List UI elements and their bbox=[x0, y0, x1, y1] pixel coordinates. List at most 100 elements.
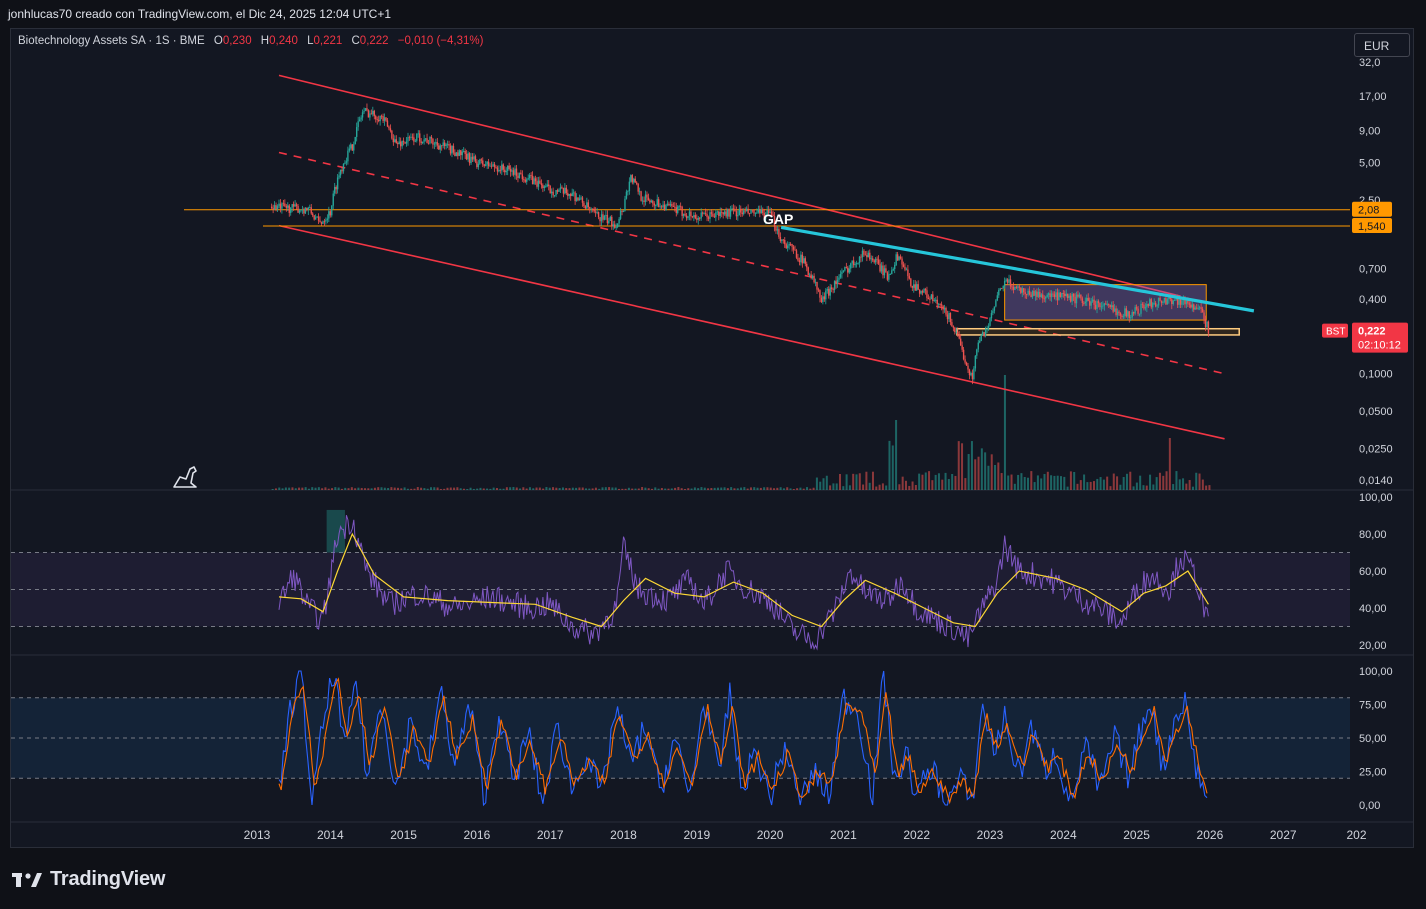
candle-body bbox=[421, 141, 424, 144]
candle-body bbox=[927, 297, 930, 300]
time-axis-label: 2022 bbox=[903, 828, 930, 842]
volume-bar bbox=[1155, 477, 1158, 490]
volume-bar bbox=[512, 487, 515, 490]
volume-bar bbox=[1063, 476, 1066, 490]
volume-bar bbox=[1122, 477, 1125, 490]
rsi-line bbox=[278, 514, 1209, 651]
volume-bar bbox=[937, 473, 940, 490]
volume-bar bbox=[634, 488, 637, 490]
symbol-name[interactable]: Biotechnology Assets SA · 1S · BME bbox=[18, 35, 205, 47]
candle-body bbox=[473, 156, 475, 160]
candle-body bbox=[722, 212, 724, 215]
volume-bar bbox=[380, 487, 383, 490]
candle-body bbox=[606, 214, 609, 224]
candle-body bbox=[465, 153, 468, 160]
candle-body bbox=[765, 215, 767, 220]
tradingview-logo[interactable]: TradingView bbox=[12, 868, 165, 891]
candle-body bbox=[416, 134, 418, 141]
volume-bar bbox=[1003, 375, 1006, 490]
candle-body bbox=[999, 288, 1001, 290]
candle-body bbox=[325, 219, 327, 222]
candle-body bbox=[339, 169, 342, 176]
volume-bar bbox=[1066, 486, 1069, 490]
candle-body bbox=[1171, 299, 1173, 305]
candle-body bbox=[464, 151, 466, 154]
candle-body bbox=[442, 142, 444, 146]
volume-bar bbox=[812, 487, 815, 490]
candle-body bbox=[476, 161, 478, 168]
candle-body bbox=[816, 281, 818, 290]
volume-bar bbox=[1165, 471, 1168, 490]
volume-bar bbox=[868, 482, 871, 490]
volume-bar bbox=[1185, 483, 1188, 490]
candle-body bbox=[983, 332, 985, 336]
candle-body bbox=[631, 175, 633, 183]
volume-bar bbox=[700, 487, 703, 490]
volume-bar bbox=[311, 487, 314, 490]
volume-bar bbox=[284, 487, 287, 490]
candle-body bbox=[935, 299, 937, 301]
volume-bar bbox=[469, 487, 472, 490]
candle-body bbox=[961, 345, 963, 350]
rsi-axis-label: 80,00 bbox=[1359, 529, 1387, 541]
candle-body bbox=[383, 117, 386, 121]
candle-body bbox=[493, 164, 496, 167]
candle-body bbox=[1033, 290, 1035, 296]
time-axis-label: 2017 bbox=[537, 828, 564, 842]
candle-body bbox=[602, 214, 604, 220]
volume-bar bbox=[660, 487, 663, 490]
volume-bar bbox=[1145, 485, 1148, 490]
volume-bar bbox=[1017, 474, 1020, 490]
candle-body bbox=[509, 168, 512, 172]
volume-bar bbox=[881, 483, 884, 490]
volume-bar bbox=[357, 487, 360, 490]
volume-bar bbox=[862, 484, 865, 490]
candle-body bbox=[1068, 295, 1070, 298]
channel-lower-line bbox=[278, 224, 1225, 440]
volume-bar bbox=[433, 487, 436, 490]
candle-body bbox=[842, 270, 845, 272]
candle-body bbox=[964, 359, 966, 363]
candle-body bbox=[940, 304, 943, 306]
currency-button[interactable]: EUR bbox=[1354, 33, 1410, 57]
candle-body bbox=[331, 205, 333, 216]
candle-body bbox=[747, 208, 749, 214]
candle-body bbox=[417, 133, 419, 135]
candle-body bbox=[904, 266, 906, 270]
candle-body bbox=[657, 199, 660, 207]
volume-bar bbox=[456, 487, 459, 490]
candle-body bbox=[1108, 304, 1110, 306]
tradingview-brand: TradingView bbox=[50, 868, 166, 890]
candle-body bbox=[1028, 290, 1031, 295]
candle-body bbox=[1012, 286, 1015, 290]
candle-body bbox=[794, 249, 796, 251]
candle-body bbox=[350, 144, 352, 149]
candle-body bbox=[451, 145, 453, 154]
volume-bar bbox=[901, 476, 904, 490]
candle-body bbox=[820, 297, 823, 303]
candle-body bbox=[850, 263, 852, 269]
volume-bar bbox=[1086, 482, 1089, 490]
candle-body bbox=[1006, 279, 1009, 283]
volume-bar bbox=[406, 488, 409, 490]
candle-body bbox=[910, 278, 912, 287]
candle-body bbox=[518, 172, 521, 178]
candle-body bbox=[1168, 297, 1170, 300]
volume-bar bbox=[1139, 475, 1142, 490]
stoch-axis-label: 25,00 bbox=[1359, 767, 1387, 779]
rsi-axis-label: 100,00 bbox=[1359, 492, 1393, 504]
candle-body bbox=[751, 209, 754, 211]
candle-body bbox=[1190, 304, 1192, 308]
candle-body bbox=[870, 258, 872, 260]
volume-bar bbox=[1053, 475, 1056, 490]
candle-body bbox=[671, 203, 673, 207]
candle-body bbox=[329, 211, 331, 216]
candle-body bbox=[1112, 305, 1114, 312]
candle-body bbox=[852, 260, 855, 266]
candle-body bbox=[1046, 294, 1048, 297]
volume-bar bbox=[1158, 472, 1161, 490]
volume-bar bbox=[416, 487, 419, 490]
candle-body bbox=[309, 207, 311, 209]
candle-body bbox=[662, 204, 664, 208]
